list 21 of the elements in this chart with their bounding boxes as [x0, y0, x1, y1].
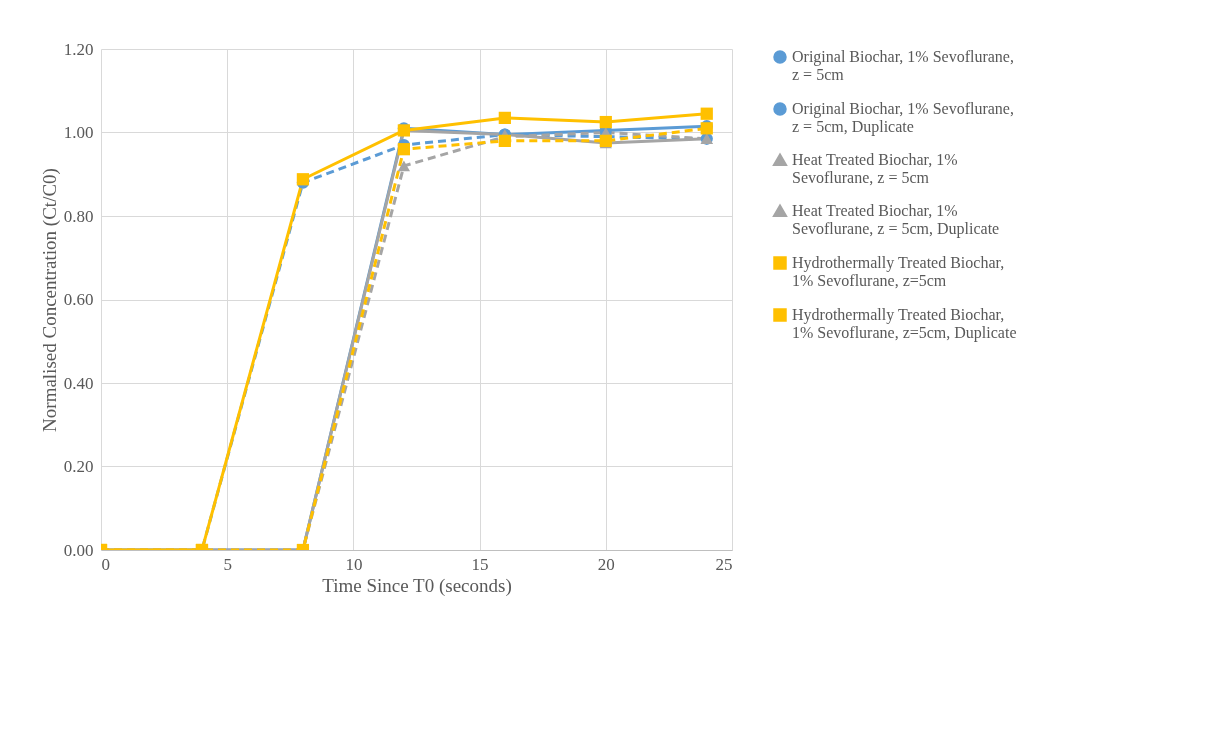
legend-label: Hydrothermally Treated Biochar, 1% Sevoflurane, z=5cm [792, 254, 1005, 289]
y-tick-label: 1.20 [63, 39, 94, 59]
legend-label: Original Biochar, 1% Sevoflurane, z = 5cm [792, 48, 1014, 83]
x-tick-label: 10 [345, 554, 363, 574]
legend-label: Original Biochar, 1% Sevoflurane, z = 5cm, Duplicate [792, 100, 1014, 136]
x-axis-title: Time Since T0 (seconds) [322, 574, 512, 597]
y-axis-title: Normalised Concentration (Ct/C0) [38, 168, 61, 432]
y-tick-label: 0.00 [63, 540, 94, 560]
x-tick-label: 20 [597, 554, 615, 574]
legend-label: Heat Treated Biochar, 1% Sevoflurane, z = 5cm [792, 151, 958, 186]
y-tick-label: 0.20 [63, 457, 94, 476]
y-tick-label: 1.00 [63, 123, 94, 142]
x-tick-label: 5 [223, 554, 232, 574]
x-tick-label: 0 [101, 554, 110, 574]
x-tick-label: 25 [715, 554, 733, 574]
y-tick-label: 0.60 [63, 290, 94, 309]
y-tick-label: 0.80 [63, 206, 94, 226]
legend-label: Heat Treated Biochar, 1% Sevoflurane, z = 5cm, Duplicate [792, 202, 1000, 238]
y-tick-label: 0.40 [63, 373, 94, 393]
legend-label: Hydrothermally Treated Biochar, 1% Sevoflurane, z=5cm, Duplicate [792, 306, 1017, 342]
x-tick-label: 15 [471, 554, 489, 574]
